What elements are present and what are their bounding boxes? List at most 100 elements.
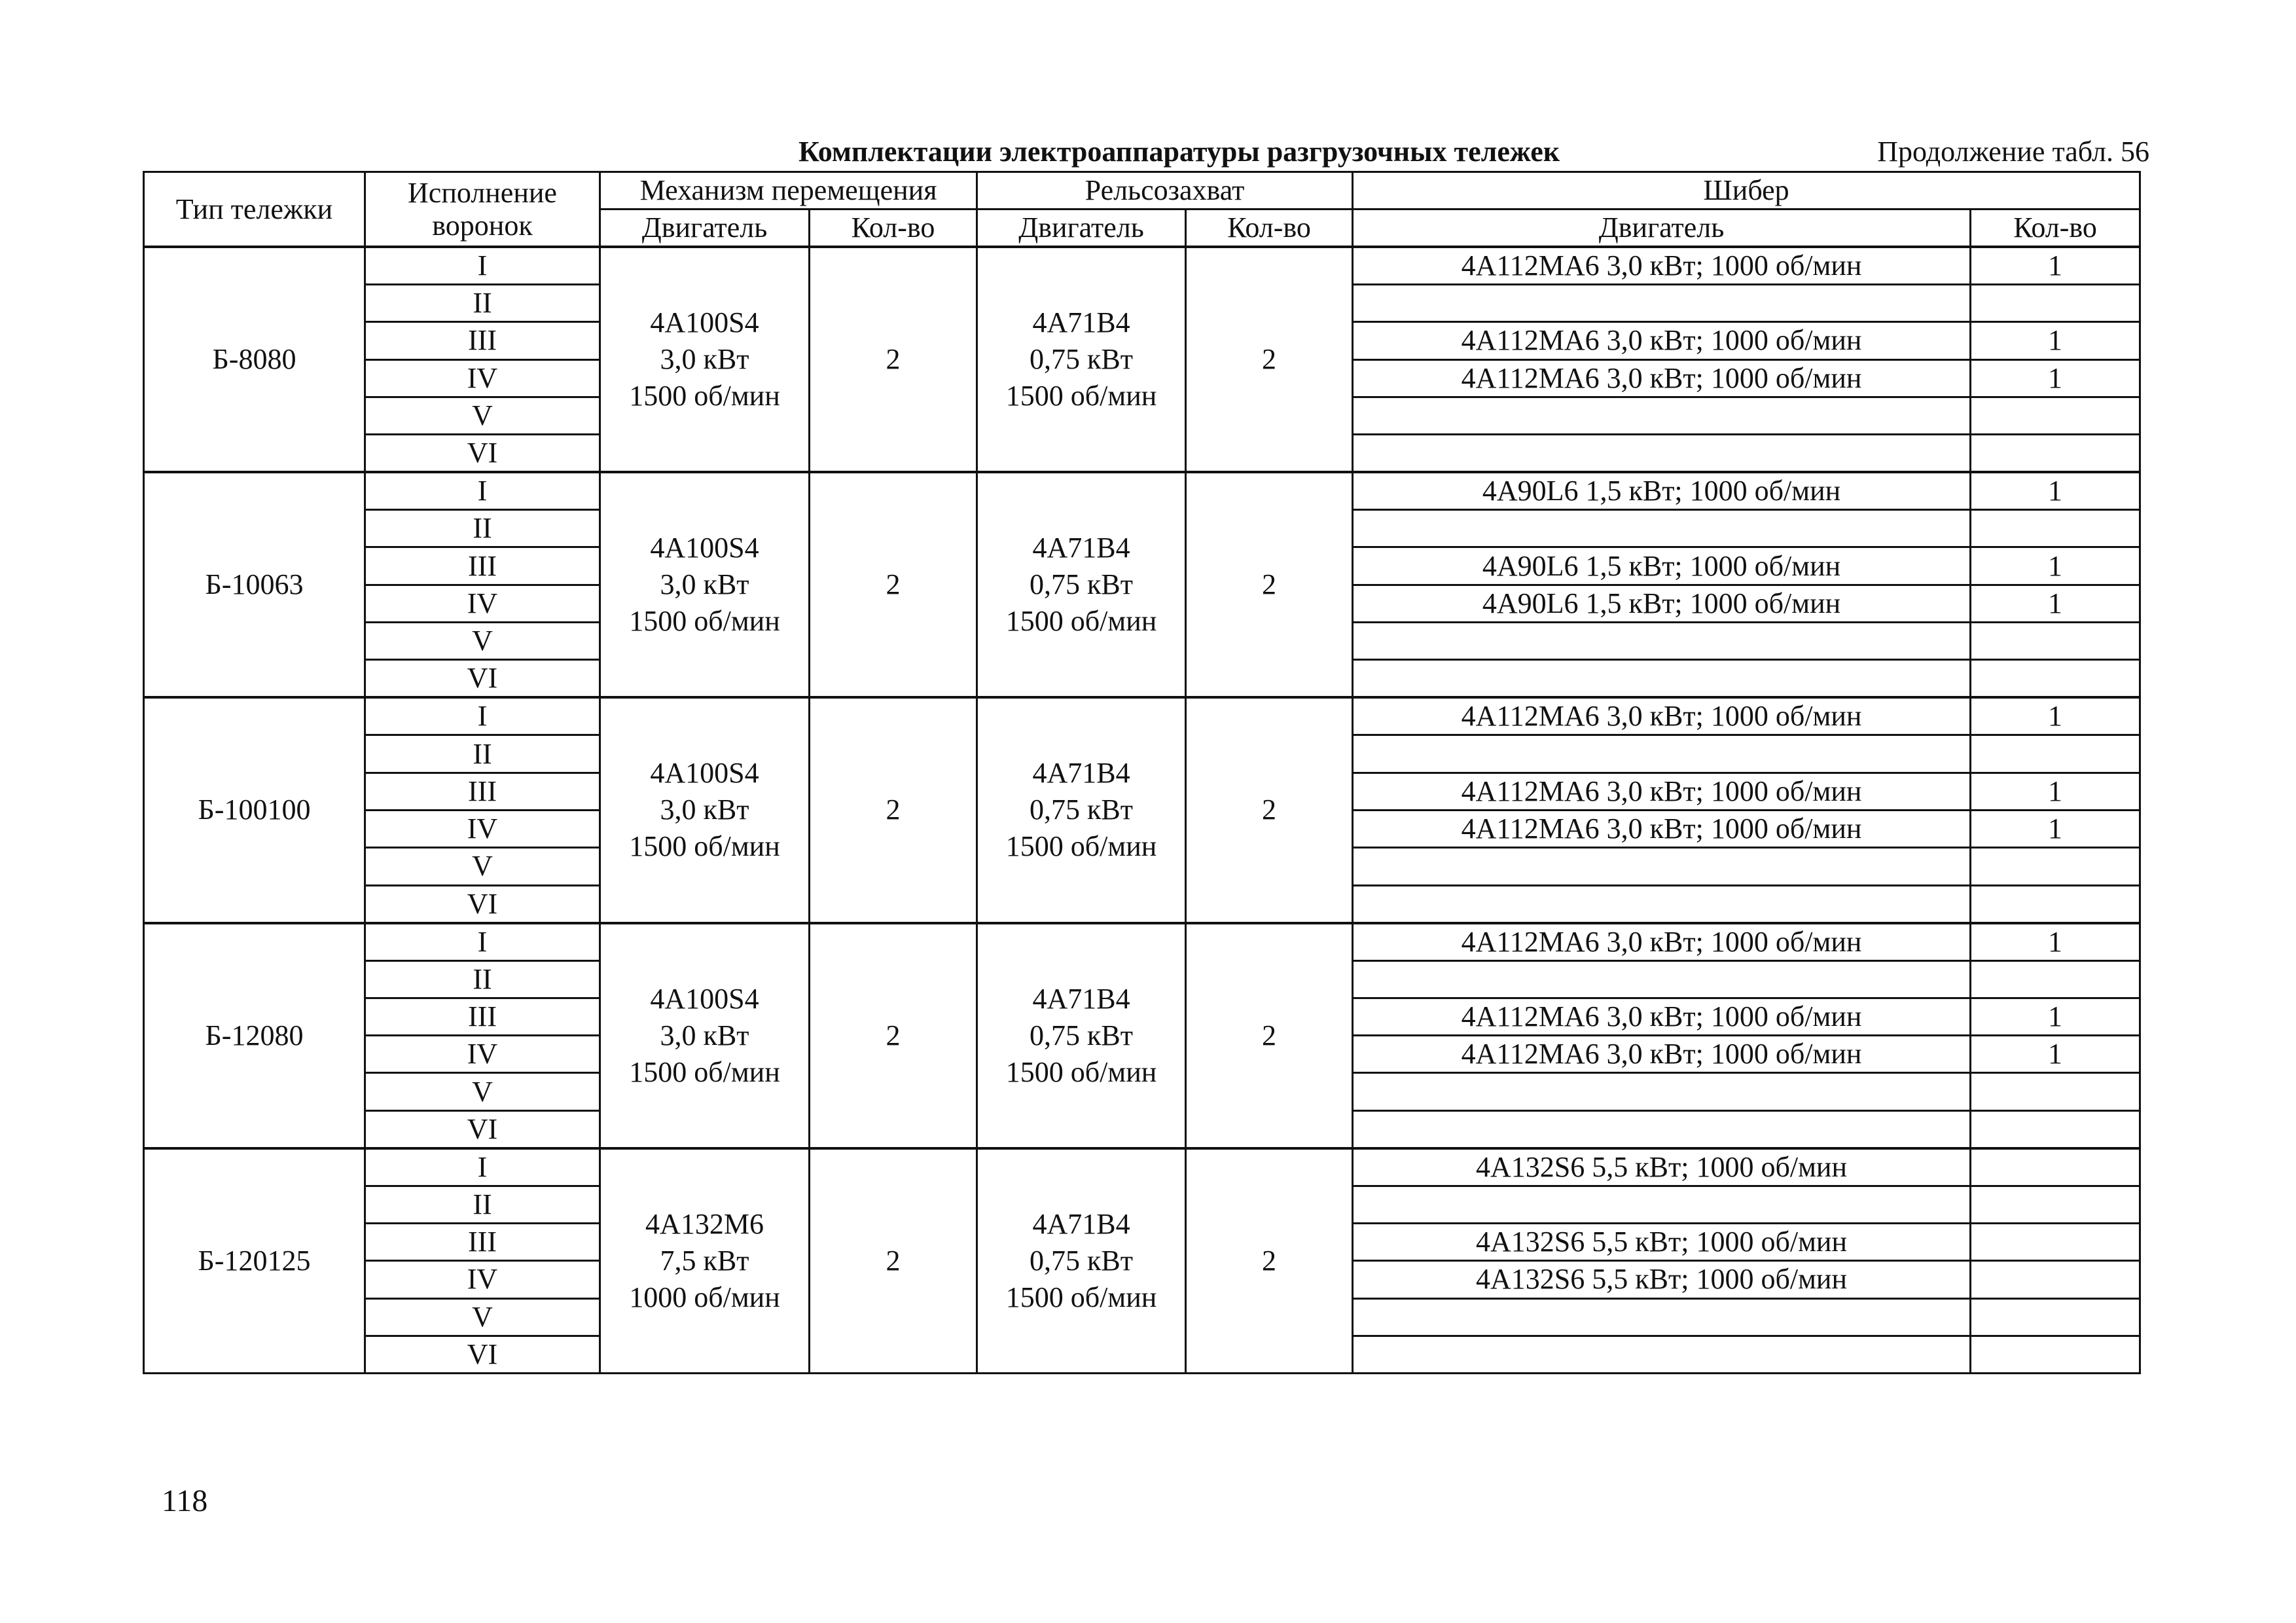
gate-qty [1969,1297,2142,1337]
gate-qty [1969,1146,2142,1187]
gate-motor: 4A112MA6 3,0 кВт; 1000 об/мин [1352,246,1972,285]
gate-qty [1969,1109,2142,1150]
gate-qty [1969,1222,2142,1262]
travel-qty: 2 [808,471,978,699]
hopper-version: III [364,771,601,811]
hopper-version: V [364,1072,601,1112]
gate-motor: 4A90L6 1,5 кВт; 1000 об/мин [1352,583,1972,624]
table-row: III 4A132S6 5,5 кВт; 1000 об/мин [144,1222,2142,1262]
clamp-qty: 2 [1185,921,1354,1150]
hopper-version: III [364,996,601,1037]
hopper-version: V [364,847,601,886]
clamp-motor-line: 0,75 кВт [1030,793,1133,826]
hopper-version: I [364,696,601,737]
gate-qty [1969,395,2142,436]
hopper-version: II [364,1184,601,1225]
travel-qty: 2 [808,921,978,1150]
hopper-version: III [364,546,601,586]
header-rail-clamp: Рельсозахват [976,171,1354,210]
travel-motor: 4A100S4 3,0 кВт 1500 об/мин [599,696,810,924]
travel-qty: 2 [808,245,978,473]
clamp-motor-line: 1500 об/мин [1005,1055,1157,1088]
table-row: IV 4A112MA6 3,0 кВт; 1000 об/мин 1 [144,358,2142,398]
hopper-version: IV [364,358,601,398]
travel-motor: 4A100S4 3,0 кВт 1500 об/мин [599,921,810,1150]
gate-qty [1969,1334,2142,1375]
table-row: II [144,509,2142,549]
clamp-motor: 4A71B4 0,75 кВт 1500 об/мин [976,696,1187,924]
gate-motor [1352,395,1972,436]
hopper-version: I [364,1146,601,1187]
clamp-qty: 2 [1185,696,1354,924]
clamp-motor-line: 4A71B4 [1032,532,1130,564]
gate-motor [1352,621,1972,661]
hopper-version: IV [364,809,601,849]
travel-motor-line: 1500 об/мин [629,1055,780,1088]
table-title: Комплектации электроаппаратуры разгрузоч… [798,136,1560,168]
cart-type: Б-100100 [143,696,366,924]
gate-qty [1969,847,2142,886]
header-clamp-qty: Кол-во [1185,208,1354,248]
gate-motor: 4A112MA6 3,0 кВт; 1000 об/мин [1352,321,1972,361]
hopper-version: I [364,921,601,962]
header-hopper-version: Исполнение воронок [364,171,601,248]
gate-qty [1969,1072,2142,1112]
gate-qty: 1 [1969,921,2142,962]
gate-motor: 4A90L6 1,5 кВт; 1000 об/мин [1352,471,1972,511]
gate-qty: 1 [1969,546,2142,586]
table-row: Б-12080 I 4A100S4 3,0 кВт 1500 об/мин 2 4A71B4… [143,921,2142,1150]
gate-motor [1352,283,1972,323]
clamp-motor: 4A71B4 0,75 кВт 1500 об/мин [976,471,1187,699]
hopper-version: V [364,1297,601,1337]
gate-qty: 1 [1969,321,2142,361]
travel-motor: 4A100S4 3,0 кВт 1500 об/мин [599,471,810,699]
table-row: Б-120125 I 4A132M6 7,5 кВт 1000 об/мин 2 4A71B… [143,1146,2142,1375]
table-row: V [144,395,2142,436]
table-row: IV 4A112MA6 3,0 кВт; 1000 об/мин 1 [144,809,2142,849]
equipment-table: Тип тележки Исполнение воронок Механизм … [143,171,2142,1375]
travel-motor-line: 4A100S4 [650,982,759,1015]
table-row: VI [144,659,2142,699]
hopper-version: II [364,959,601,999]
travel-motor-line: 3,0 кВт [660,1019,749,1051]
clamp-motor-line: 4A71B4 [1032,982,1130,1015]
clamp-motor: 4A71B4 0,75 кВт 1500 об/мин [976,245,1187,473]
gate-qty [1969,1184,2142,1225]
hopper-version: IV [364,583,601,624]
table-row: III 4A112MA6 3,0 кВт; 1000 об/мин 1 [144,996,2142,1037]
hopper-version: III [364,321,601,361]
clamp-motor-line: 4A71B4 [1032,306,1130,339]
gate-qty [1969,959,2142,999]
header-gate: Шибер [1352,171,2142,210]
gate-motor: 4A132S6 5,5 кВт; 1000 об/мин [1352,1260,1972,1300]
table-row: VI [144,1109,2142,1150]
gate-qty: 1 [1969,246,2142,285]
table-row: IV 4A112MA6 3,0 кВт; 1000 об/мин 1 [144,1034,2142,1074]
header-gate-motor: Двигатель [1352,208,1972,248]
gate-qty [1969,283,2142,323]
gate-motor [1352,433,1972,473]
gate-qty: 1 [1969,696,2142,737]
table-row: VI [144,1334,2142,1375]
gate-qty: 1 [1969,809,2142,849]
hopper-version: I [364,471,601,511]
gate-qty: 1 [1969,771,2142,811]
table-row: Б-10063 I 4A100S4 3,0 кВт 1500 об/мин 2 4A71B4… [143,471,2142,699]
gate-qty: 1 [1969,996,2142,1037]
clamp-motor: 4A71B4 0,75 кВт 1500 об/мин [976,1146,1187,1375]
page-number: 118 [162,1484,208,1518]
gate-motor [1352,734,1972,774]
gate-qty: 1 [1969,1034,2142,1074]
table-row: IV 4A90L6 1,5 кВт; 1000 об/мин 1 [144,583,2142,624]
gate-motor: 4A132S6 5,5 кВт; 1000 об/мин [1352,1146,1972,1187]
clamp-qty: 2 [1185,245,1354,473]
gate-motor [1352,509,1972,549]
clamp-qty: 2 [1185,1146,1354,1375]
table-row: VI [144,884,2142,924]
table-row: V [144,1297,2142,1337]
hopper-version: VI [364,884,601,924]
table-continuation-label: Продолжение табл. 56 [1877,136,2149,168]
gate-motor: 4A132S6 5,5 кВт; 1000 об/мин [1352,1222,1972,1262]
travel-motor-line: 4A100S4 [650,306,759,339]
gate-motor: 4A112MA6 3,0 кВт; 1000 об/мин [1352,809,1972,849]
